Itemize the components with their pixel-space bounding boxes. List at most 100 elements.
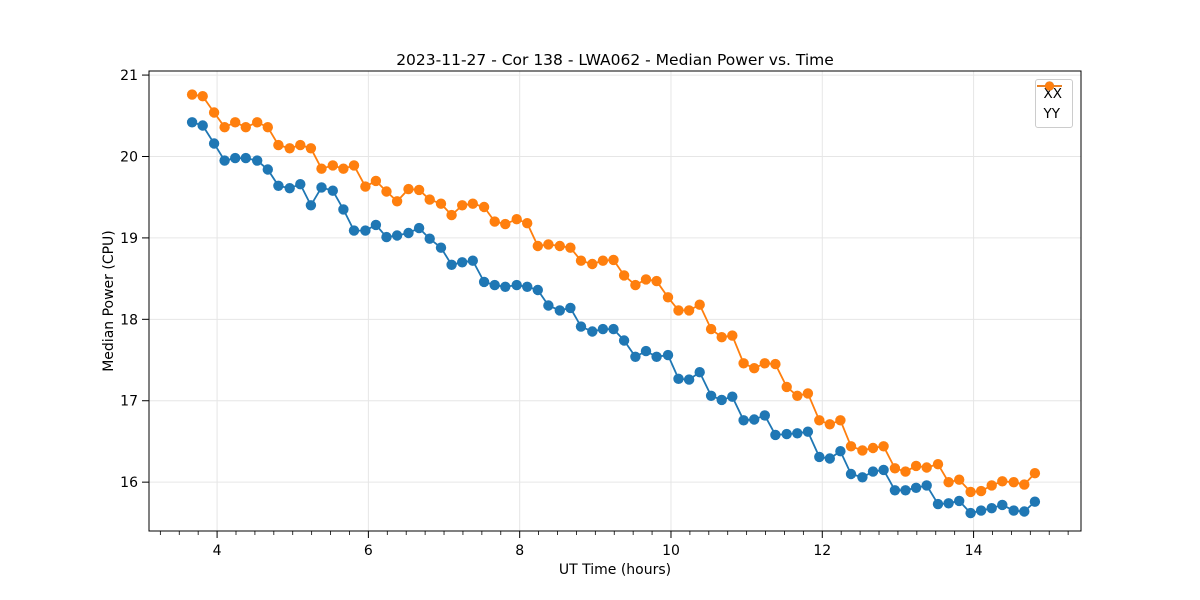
data-point	[543, 239, 554, 250]
data-point	[932, 498, 944, 510]
data-point	[759, 410, 770, 421]
data-point	[240, 122, 251, 133]
x-axis-label: UT Time (hours)	[558, 562, 672, 578]
data-point	[446, 259, 457, 270]
data-point	[360, 225, 371, 236]
data-point	[921, 480, 932, 491]
data-point	[295, 179, 306, 190]
data-point	[845, 468, 857, 480]
x-tick-label: 4	[213, 543, 222, 559]
data-point	[814, 415, 825, 426]
data-point	[651, 351, 662, 362]
data-point	[360, 181, 371, 192]
data-point	[835, 415, 846, 426]
data-point	[413, 184, 425, 196]
data-point	[738, 415, 749, 426]
data-point	[457, 200, 468, 211]
data-point	[370, 175, 382, 187]
data-point	[781, 428, 792, 440]
x-tick-label: 12	[813, 543, 831, 559]
data-point	[435, 242, 447, 253]
data-point	[1008, 477, 1019, 488]
data-point	[327, 160, 338, 171]
series-XX-line	[191, 121, 1036, 515]
legend-swatch-yy-icon	[1036, 81, 1062, 91]
data-point	[889, 485, 901, 496]
data-point	[532, 240, 543, 252]
data-point	[186, 89, 198, 100]
data-point	[954, 474, 965, 485]
data-point	[381, 231, 392, 243]
data-point	[208, 138, 220, 149]
data-point	[727, 391, 738, 402]
data-point	[230, 117, 241, 128]
x-tick-label: 6	[364, 543, 373, 559]
data-point	[1029, 468, 1041, 479]
data-point	[986, 480, 997, 491]
data-point	[673, 373, 684, 384]
data-point	[608, 323, 619, 335]
data-point	[705, 323, 717, 335]
series-YY	[186, 89, 1041, 498]
data-point	[997, 476, 1008, 487]
series-YY-line	[191, 93, 1036, 493]
data-point	[802, 426, 814, 437]
data-point	[403, 183, 414, 195]
data-point	[575, 255, 587, 266]
data-point	[316, 163, 327, 174]
data-point	[197, 120, 208, 131]
data-point	[391, 196, 403, 207]
data-point	[467, 255, 478, 266]
data-point	[511, 214, 522, 225]
data-point	[240, 152, 251, 164]
data-point	[403, 227, 414, 239]
data-point	[662, 349, 674, 361]
data-point	[305, 143, 317, 154]
data-point	[1019, 506, 1030, 517]
data-point	[554, 240, 565, 252]
y-tick-label: 20	[120, 149, 138, 165]
data-point	[954, 495, 965, 507]
data-point	[986, 503, 997, 514]
data-point	[781, 381, 792, 393]
data-point	[867, 466, 879, 477]
data-point	[738, 358, 749, 369]
data-point	[802, 388, 814, 399]
data-point	[867, 442, 879, 454]
data-point	[900, 485, 911, 496]
data-point	[618, 270, 630, 281]
data-point	[910, 460, 922, 472]
data-point	[522, 281, 533, 292]
data-point	[921, 462, 932, 473]
legend-item-yy: YY	[1036, 81, 1063, 122]
y-tick-label: 17	[120, 394, 138, 410]
data-point	[273, 139, 284, 151]
data-point	[749, 363, 760, 374]
data-point	[467, 198, 478, 209]
data-point	[413, 222, 425, 234]
data-point	[618, 335, 630, 346]
data-point	[500, 218, 511, 230]
x-tick-label: 8	[515, 543, 524, 559]
data-point	[348, 160, 360, 171]
data-point	[208, 107, 220, 118]
data-point	[554, 305, 565, 316]
data-point	[683, 374, 695, 385]
data-point	[694, 299, 705, 310]
data-point	[424, 194, 435, 205]
series-XX	[186, 117, 1041, 519]
data-point	[932, 459, 944, 470]
gridlines	[149, 71, 1081, 531]
data-point	[348, 225, 360, 236]
data-point	[878, 464, 889, 476]
data-point	[262, 164, 273, 175]
y-tick-label: 18	[120, 312, 138, 328]
data-point	[651, 275, 662, 287]
y-tick-label: 19	[120, 231, 138, 247]
data-point	[543, 300, 554, 311]
data-point	[727, 330, 738, 341]
data-point	[770, 358, 781, 370]
data-point	[1019, 479, 1030, 490]
data-point	[630, 279, 641, 291]
